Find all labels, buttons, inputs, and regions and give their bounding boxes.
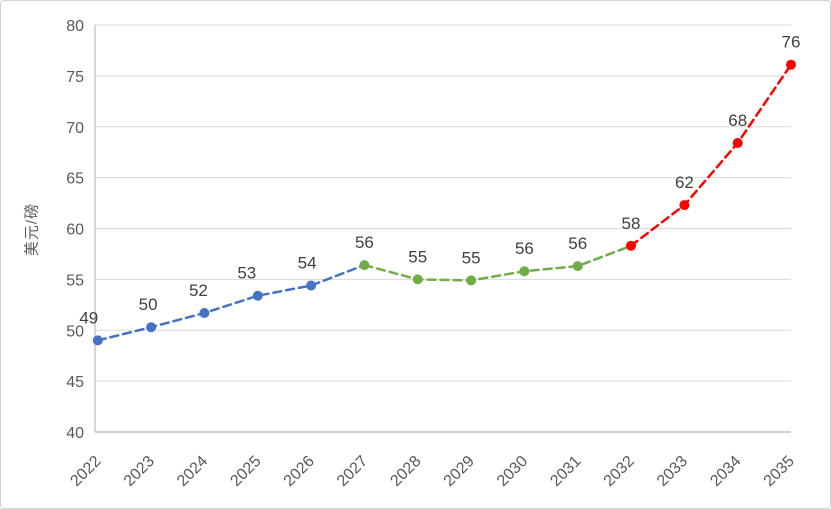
x-tick-label: 2033 bbox=[654, 453, 691, 490]
x-tick-label: 2022 bbox=[67, 453, 104, 490]
data-label: 55 bbox=[408, 247, 427, 266]
data-label: 58 bbox=[622, 214, 641, 233]
data-label: 76 bbox=[782, 33, 801, 52]
data-label: 55 bbox=[462, 248, 481, 267]
y-tick-label: 80 bbox=[66, 18, 84, 35]
y-tick-label: 40 bbox=[66, 425, 84, 442]
x-tick-label: 2032 bbox=[601, 453, 638, 490]
data-point-marker bbox=[359, 260, 370, 271]
data-point-marker bbox=[252, 290, 263, 301]
data-point-marker bbox=[199, 308, 210, 318]
y-tick-label: 70 bbox=[66, 120, 84, 137]
x-tick-label: 2035 bbox=[761, 453, 798, 490]
x-tick-label: 2027 bbox=[334, 453, 371, 490]
x-tick-label: 2029 bbox=[441, 453, 478, 490]
x-tick-label: 2031 bbox=[547, 453, 584, 490]
series-segment-red-path bbox=[629, 63, 793, 248]
data-point-marker bbox=[466, 275, 477, 286]
y-tick-label: 50 bbox=[66, 323, 84, 340]
data-point-marker bbox=[412, 274, 423, 285]
y-tick-label: 75 bbox=[66, 69, 84, 86]
y-tick-label: 45 bbox=[66, 374, 84, 391]
y-tick-label: 60 bbox=[66, 222, 84, 239]
data-point-marker bbox=[146, 322, 157, 333]
data-label: 53 bbox=[237, 264, 256, 283]
x-tick-label: 2034 bbox=[707, 453, 744, 490]
y-tick-label: 55 bbox=[66, 272, 84, 289]
data-point-marker bbox=[679, 200, 690, 211]
data-label: 49 bbox=[79, 308, 98, 327]
data-label: 56 bbox=[355, 233, 374, 252]
series-segment-blue-path bbox=[96, 263, 366, 342]
series-segment-green-path bbox=[363, 244, 633, 282]
data-point-marker bbox=[306, 280, 317, 291]
x-tick-label: 2026 bbox=[281, 453, 318, 490]
data-point-marker bbox=[92, 335, 103, 346]
data-label: 56 bbox=[515, 239, 534, 258]
data-label: 50 bbox=[139, 295, 158, 314]
data-label: 56 bbox=[568, 234, 587, 253]
data-label: 68 bbox=[728, 111, 747, 130]
data-point-marker bbox=[626, 240, 636, 251]
data-point-marker bbox=[786, 59, 796, 70]
data-label: 54 bbox=[298, 254, 317, 273]
x-tick-label: 2030 bbox=[494, 453, 531, 490]
x-tick-label: 2024 bbox=[174, 453, 211, 490]
x-tick-label: 2028 bbox=[387, 453, 424, 490]
y-axis-title: 美元/磅 bbox=[23, 202, 41, 257]
data-label: 62 bbox=[675, 173, 694, 192]
x-tick-label: 2025 bbox=[227, 453, 264, 490]
data-point-marker bbox=[732, 138, 743, 148]
x-tick-label: 2023 bbox=[121, 453, 158, 490]
y-tick-label: 65 bbox=[66, 171, 84, 188]
data-point-marker bbox=[572, 261, 583, 272]
data-point-marker bbox=[519, 266, 530, 277]
data-label: 52 bbox=[189, 281, 208, 300]
